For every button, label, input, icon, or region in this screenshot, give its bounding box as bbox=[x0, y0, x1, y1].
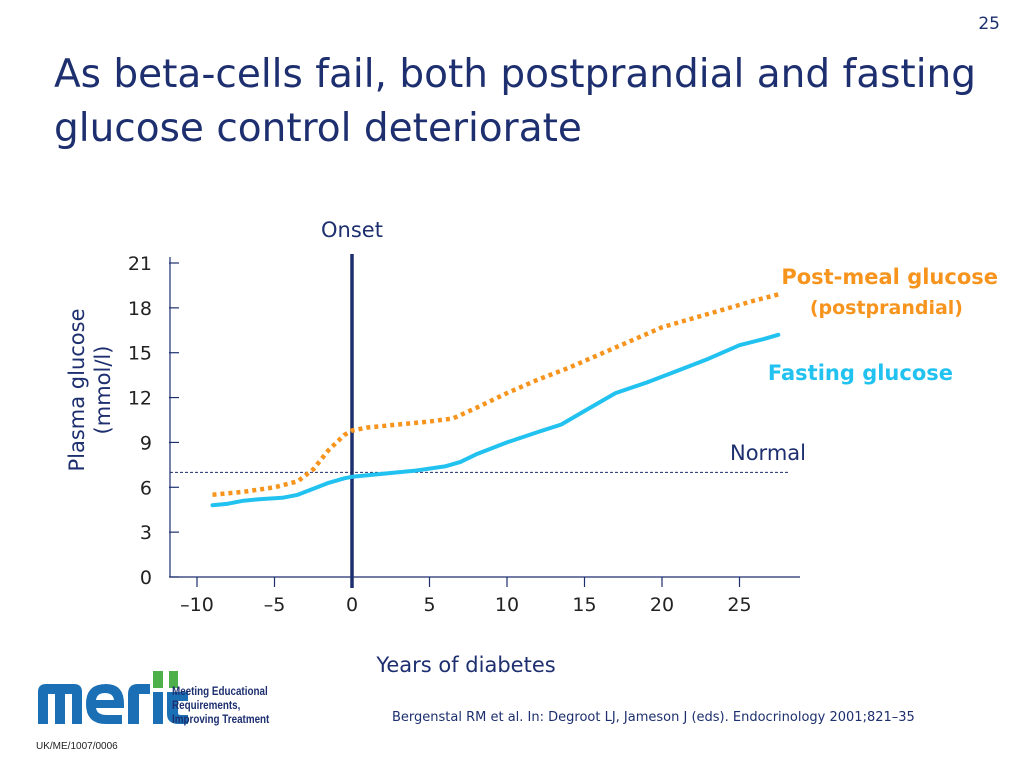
x-tick-label: 20 bbox=[650, 594, 674, 616]
x-axis-label: Years of diabetes bbox=[375, 653, 555, 677]
slide-number: 25 bbox=[978, 14, 1000, 34]
post-meal-glucose-label: Post-meal glucose bbox=[781, 265, 998, 289]
fasting-glucose-line bbox=[210, 332, 781, 508]
x-tick-label: –10 bbox=[180, 594, 214, 616]
post-meal-glucose-line bbox=[212, 292, 779, 498]
normal-label: Normal bbox=[730, 441, 806, 465]
y-tick-label: 21 bbox=[128, 253, 152, 275]
merit-wordmark bbox=[38, 671, 188, 724]
x-tick-label: 10 bbox=[495, 594, 519, 616]
fasting-glucose-label: Fasting glucose bbox=[768, 361, 953, 385]
x-tick-label: 0 bbox=[346, 594, 358, 616]
slide-title: As beta-cells fail, both postprandial an… bbox=[54, 52, 977, 151]
postprandial-sublabel: (postprandial) bbox=[810, 297, 963, 319]
x-tick-label: 25 bbox=[727, 594, 751, 616]
citation: Bergenstal RM et al. In: Degroot LJ, Jam… bbox=[392, 710, 915, 725]
merit-logo bbox=[38, 671, 188, 724]
x-tick-label: 15 bbox=[572, 594, 596, 616]
logo-tagline-line: Meeting Educational bbox=[172, 684, 268, 698]
y-tick-label: 18 bbox=[128, 298, 152, 320]
logo-tagline: Meeting Educational Requirements, Improv… bbox=[172, 684, 279, 726]
document-code: UK/ME/1007/0006 bbox=[36, 741, 118, 752]
x-tick-label: 5 bbox=[423, 594, 435, 616]
y-tick-label: 9 bbox=[140, 432, 152, 454]
logo-tagline-line: Requirements, bbox=[172, 698, 241, 712]
y-axis-label: Plasma glucose(mmol/l) bbox=[65, 308, 115, 471]
y-tick-label: 15 bbox=[128, 343, 152, 365]
y-tick-label: 6 bbox=[140, 477, 152, 499]
onset-label: Onset bbox=[321, 218, 383, 242]
logo-tagline-line: Improving Treatment bbox=[172, 712, 270, 726]
y-tick-label: 0 bbox=[140, 567, 152, 589]
x-tick-label: –5 bbox=[264, 594, 286, 616]
y-tick-label: 12 bbox=[128, 388, 152, 410]
y-tick-label: 3 bbox=[140, 522, 152, 544]
